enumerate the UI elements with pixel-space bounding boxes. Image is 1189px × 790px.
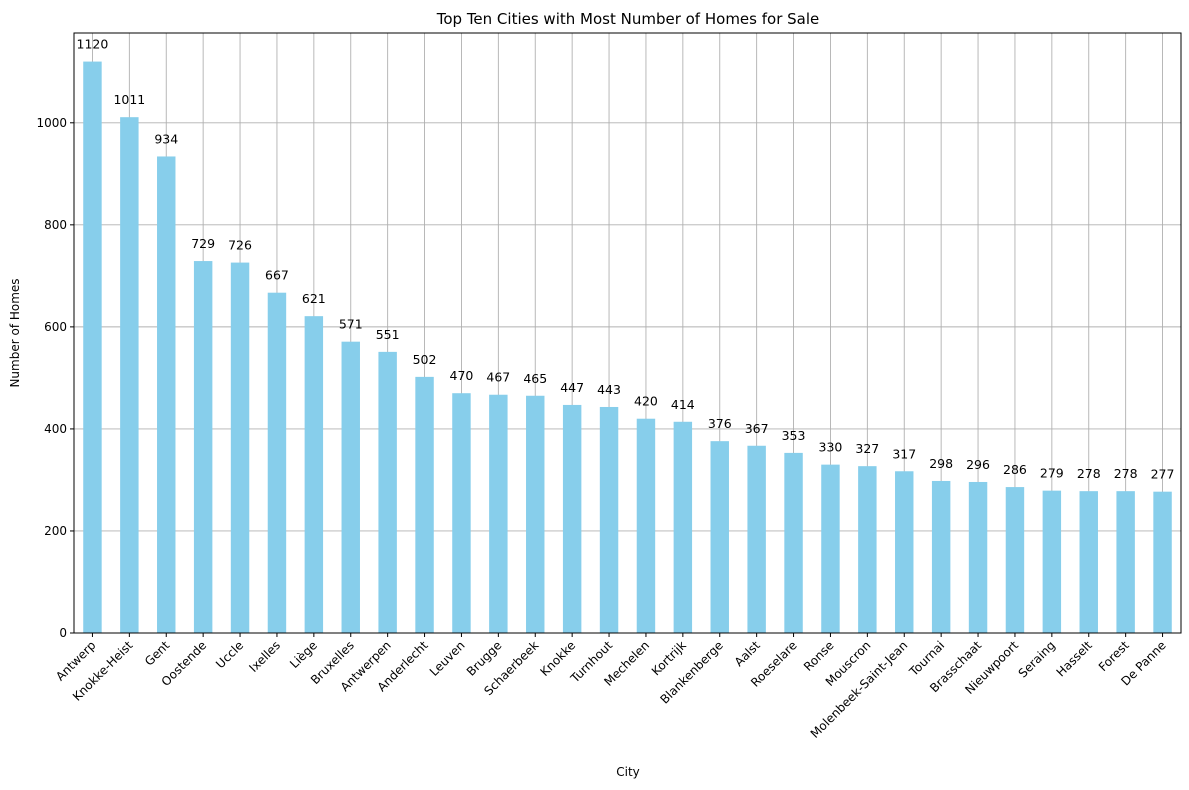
- bar: [157, 156, 176, 633]
- bar: [1153, 491, 1172, 633]
- y-tick-label: 400: [44, 422, 67, 436]
- bar-value-label: 367: [745, 421, 769, 436]
- bar-value-label: 447: [560, 380, 584, 395]
- bar: [599, 406, 619, 633]
- bar: [341, 341, 360, 633]
- bar-value-label: 420: [634, 394, 658, 409]
- bar-value-label: 298: [929, 456, 953, 471]
- bar-value-label: 327: [855, 441, 879, 456]
- bar: [415, 376, 434, 633]
- bar: [858, 466, 877, 633]
- bar: [489, 394, 508, 633]
- bar: [120, 117, 139, 634]
- bar: [267, 292, 287, 633]
- bar: [83, 61, 102, 634]
- x-tick-label: Ronse: [801, 638, 837, 674]
- bar: [1005, 487, 1025, 633]
- bar: [1116, 491, 1135, 633]
- x-tick-label: Hasselt: [1054, 638, 1095, 679]
- y-tick-labels: 0 200 400 600 800 1000: [36, 116, 67, 640]
- bar: [230, 262, 250, 633]
- bar-value-label: 1011: [113, 92, 145, 107]
- bar-value-label: 278: [1077, 466, 1101, 481]
- bar: [636, 418, 656, 633]
- bar: [895, 471, 914, 633]
- bar-value-label: 667: [265, 268, 289, 283]
- bar: [452, 393, 471, 633]
- bar-value-label: 376: [708, 416, 732, 431]
- bar-value-label: 934: [154, 131, 178, 146]
- bar-value-label: 502: [413, 352, 437, 367]
- bar: [931, 480, 951, 633]
- bar-value-label: 286: [1003, 462, 1027, 477]
- y-tick-label: 200: [44, 524, 67, 538]
- x-tick-label: Aalst: [732, 638, 763, 669]
- plot-frame: [73, 32, 1182, 634]
- bar-value-label: 470: [450, 368, 474, 383]
- bar: [821, 464, 840, 633]
- bar-value-label: 317: [892, 446, 916, 461]
- bar-value-label: 467: [486, 370, 510, 385]
- x-tick-label: Forest: [1096, 638, 1132, 674]
- x-tick-label: Leuven: [427, 638, 468, 679]
- x-tick-label: Gent: [142, 638, 173, 669]
- bar-value-label: 1120: [77, 37, 109, 52]
- y-axis-label: Number of Homes: [8, 278, 22, 387]
- bar-value-label: 465: [523, 371, 547, 386]
- bar-value-label: 729: [191, 236, 215, 251]
- bar: [747, 445, 766, 633]
- bar: [673, 421, 693, 633]
- bar-value-label: 621: [302, 291, 326, 306]
- x-axis-label: City: [616, 765, 640, 779]
- bar: [562, 404, 582, 633]
- y-tick-label: 600: [44, 320, 67, 334]
- bar-value-label: 296: [966, 457, 990, 472]
- bar: [1079, 491, 1098, 633]
- bar: [968, 481, 988, 633]
- x-tick-label: Uccle: [213, 638, 246, 671]
- x-tick-label: Ixelles: [246, 638, 283, 675]
- y-tick-label: 1000: [36, 116, 67, 130]
- bar: [1042, 490, 1062, 633]
- bar-value-label: 279: [1040, 466, 1064, 481]
- bar-value-label: 278: [1114, 466, 1138, 481]
- y-tick-label: 800: [44, 218, 67, 232]
- x-tick-label: Liège: [287, 638, 320, 671]
- bar-value-label: 277: [1151, 467, 1175, 482]
- bar: [784, 452, 803, 633]
- bar: [193, 261, 213, 633]
- bar: [378, 351, 397, 633]
- y-tick-label: 0: [59, 626, 67, 640]
- bar-value-label: 414: [671, 397, 695, 412]
- bar-value-label: 443: [597, 382, 621, 397]
- axes: [70, 32, 1182, 637]
- bar: [526, 395, 545, 633]
- bar-value-label: 353: [782, 428, 806, 443]
- bar-value-label: 330: [819, 440, 843, 455]
- chart-title: Top Ten Cities with Most Number of Homes…: [436, 10, 820, 28]
- bars: [83, 61, 1172, 634]
- bar: [710, 441, 729, 633]
- x-tick-label: Seraing: [1016, 638, 1058, 680]
- bar-value-label: 551: [376, 327, 400, 342]
- data-labels: 1120 1011 934 729 726 667 621 571 551 502 470 467 46…: [77, 37, 1175, 482]
- bar-value-label: 571: [339, 317, 363, 332]
- bar: [304, 316, 324, 633]
- bar-value-label: 726: [228, 238, 252, 253]
